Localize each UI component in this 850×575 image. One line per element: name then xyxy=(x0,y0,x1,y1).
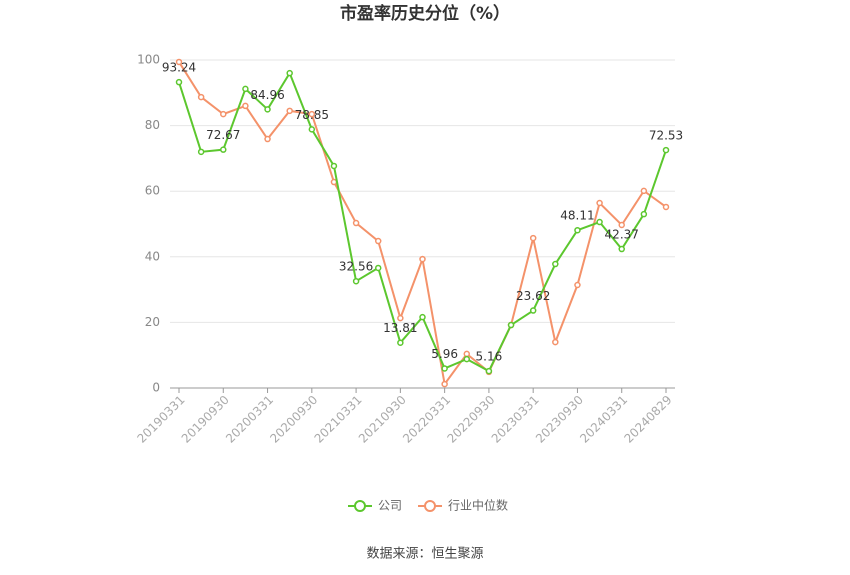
point xyxy=(197,93,205,101)
point xyxy=(374,237,382,245)
point xyxy=(529,234,537,242)
point xyxy=(308,110,316,118)
point xyxy=(463,350,471,358)
y-tick-label: 60 xyxy=(145,184,160,198)
data-label: 23.62 xyxy=(516,289,550,303)
data-label: 32.56 xyxy=(339,260,373,274)
point xyxy=(662,203,670,211)
data-label: 48.11 xyxy=(560,209,594,223)
point xyxy=(175,78,183,86)
point xyxy=(308,126,316,133)
y-tick-label: 20 xyxy=(145,315,160,329)
data-label: 5.96 xyxy=(431,347,458,361)
legend-item: 公司 xyxy=(348,499,402,513)
point xyxy=(618,245,625,253)
point xyxy=(397,314,404,322)
point xyxy=(264,106,271,113)
legend-swatch-dot xyxy=(354,500,366,512)
data-label: 42.37 xyxy=(605,228,639,242)
point xyxy=(640,210,648,218)
point xyxy=(441,365,448,372)
point xyxy=(242,102,249,110)
point xyxy=(175,58,183,66)
point xyxy=(529,307,537,314)
legend-label: 公司 xyxy=(378,499,402,513)
point xyxy=(596,199,603,207)
point xyxy=(352,219,360,227)
point xyxy=(463,355,471,363)
data-label: 78.85 xyxy=(295,108,329,122)
point xyxy=(374,264,382,272)
data-label: 93.24 xyxy=(162,61,196,75)
point xyxy=(662,146,670,154)
y-tick-label: 80 xyxy=(145,118,160,132)
data-label: 84.96 xyxy=(250,88,284,102)
data-label: 5.16 xyxy=(476,350,503,364)
series-line xyxy=(178,61,667,387)
point xyxy=(507,321,515,329)
y-tick-label: 40 xyxy=(145,249,160,263)
y-tick-label: 100 xyxy=(137,53,160,67)
y-tick-label: 0 xyxy=(152,381,160,395)
legend-label: 行业中位数 xyxy=(448,498,508,513)
point xyxy=(286,107,293,115)
point xyxy=(197,148,205,156)
chart-title: 市盈率历史分位（%） xyxy=(340,3,510,24)
point xyxy=(441,380,448,388)
point xyxy=(286,69,293,77)
source-note: 数据来源：恒生聚源 xyxy=(366,547,483,562)
point xyxy=(220,110,227,118)
point xyxy=(596,218,603,226)
point xyxy=(574,281,581,289)
legend-swatch-dot xyxy=(424,500,437,512)
data-label: 13.81 xyxy=(383,321,417,335)
point xyxy=(419,255,426,263)
point xyxy=(352,277,360,285)
point xyxy=(574,226,581,234)
point xyxy=(264,135,271,143)
point xyxy=(330,162,338,170)
point xyxy=(397,339,404,346)
point xyxy=(419,313,426,321)
point xyxy=(242,85,249,93)
point xyxy=(640,187,648,195)
data-label: 72.67 xyxy=(206,128,240,142)
point xyxy=(552,260,559,268)
point xyxy=(552,338,559,346)
point xyxy=(485,367,493,375)
point xyxy=(618,221,625,229)
data-label: 72.53 xyxy=(649,129,683,143)
legend-item: 行业中位数 xyxy=(418,498,508,513)
point xyxy=(220,146,227,153)
x-tick-label: 20240829 xyxy=(622,393,675,446)
